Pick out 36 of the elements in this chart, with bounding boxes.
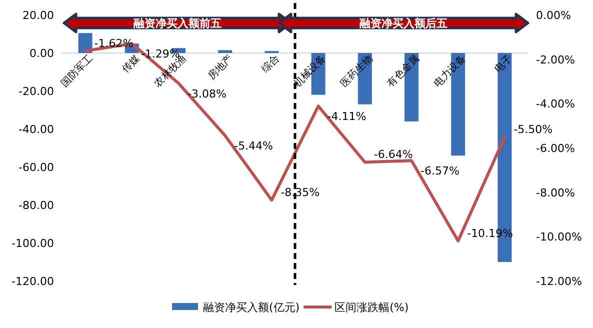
legend-label: 区间涨跌幅(%) — [334, 301, 409, 314]
x-tick-label: 综合 — [259, 52, 282, 76]
y-tick-label: -100.00 — [12, 237, 54, 250]
y2-tick-label: -8.00% — [536, 186, 575, 200]
data-label: -5.50% — [514, 122, 553, 136]
y2-tick-label: 0.00% — [536, 9, 571, 22]
data-label: -6.64% — [374, 148, 413, 162]
data-label: -5.44% — [234, 140, 274, 153]
annotation: 融资净买入额前五 — [134, 17, 222, 30]
x-tick-label: 国防军工 — [58, 52, 96, 90]
y2-tick-label: -10.00% — [536, 230, 582, 244]
y-tick-label: -20.00 — [18, 85, 54, 98]
x-tick-label: 电子 — [492, 52, 515, 76]
x-tick-label: 医药生物 — [338, 52, 376, 90]
x-tick-label: 有色金属 — [384, 52, 422, 90]
data-label: -8.35% — [280, 186, 320, 200]
legend-label: 融资净买入额(亿元) — [203, 301, 300, 314]
y-tick-label: -120.00 — [12, 275, 54, 288]
y-tick-label: -80.00 — [18, 199, 54, 212]
y2-tick-label: -12.00% — [536, 275, 582, 288]
bar — [218, 50, 232, 53]
bar — [78, 33, 92, 53]
x-tick-label: 传媒 — [120, 53, 142, 76]
annotation: 融资净买入额后五 — [360, 17, 448, 30]
y-tick-label: 20.00 — [22, 9, 54, 22]
x-tick-label: 电力设备 — [431, 52, 468, 90]
data-label: -4.11% — [327, 110, 366, 124]
y2-tick-label: -6.00% — [536, 142, 575, 155]
x-tick-label: 机械设备 — [292, 52, 328, 90]
y-tick-label: -40.00 — [18, 123, 54, 136]
y-tick-label: -60.00 — [18, 161, 54, 174]
y2-tick-label: -2.00% — [536, 53, 575, 66]
y-tick-label: 0.00 — [30, 47, 54, 60]
data-label: -6.57% — [420, 164, 460, 178]
x-tick-label: 房地产 — [206, 52, 236, 82]
y2-tick-label: -4.00% — [536, 98, 575, 111]
